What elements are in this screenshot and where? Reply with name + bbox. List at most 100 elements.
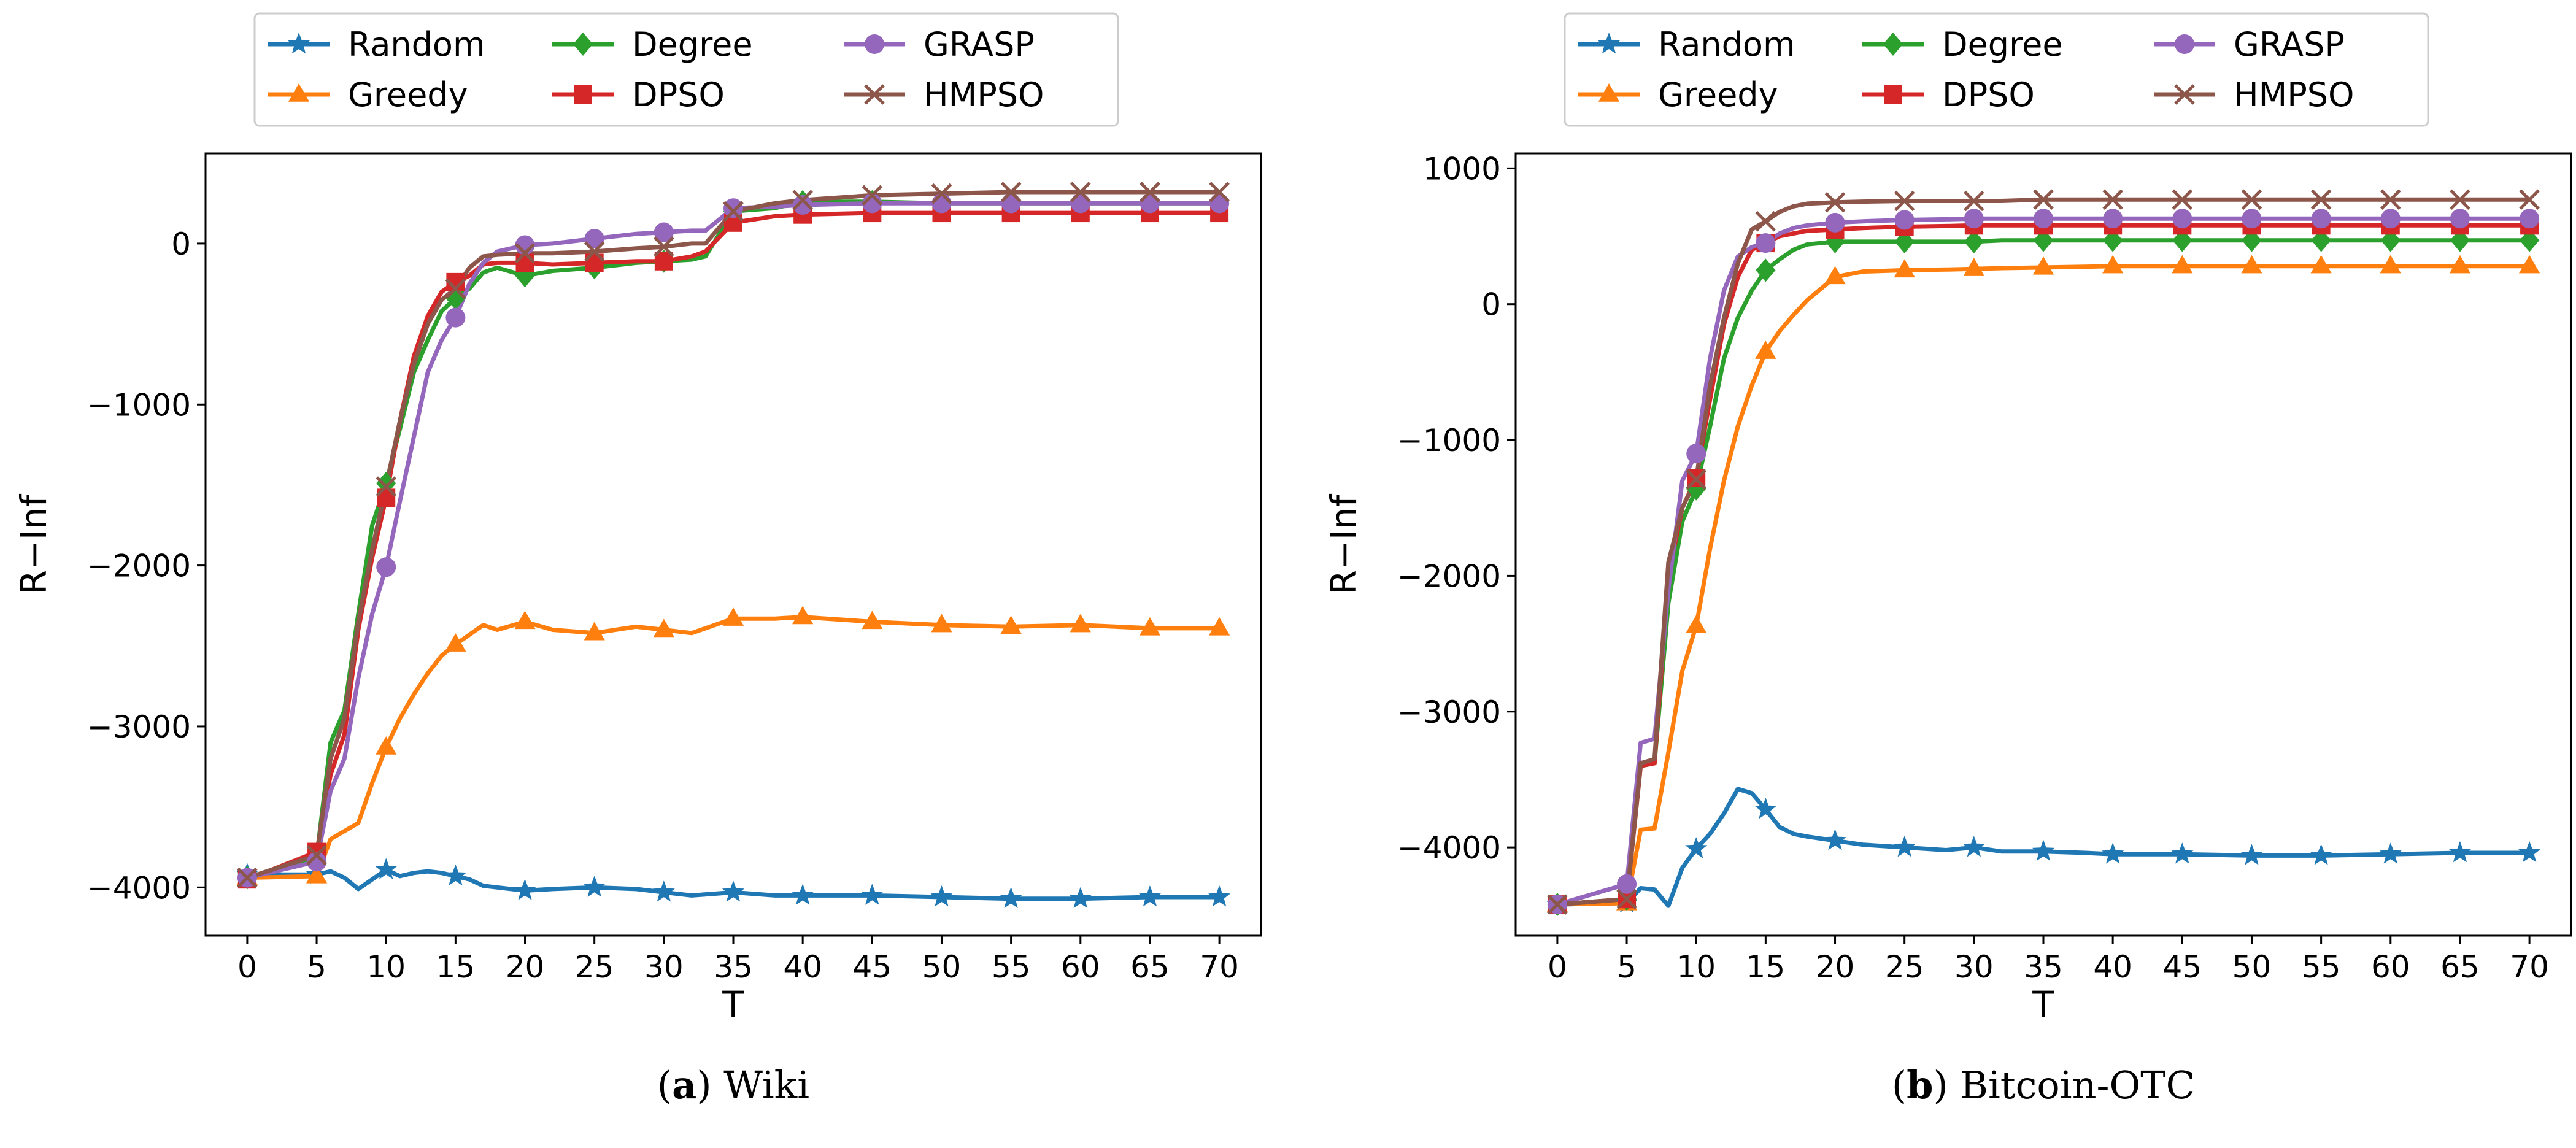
data-point-greedy [2241,255,2262,274]
series-line-greedy [247,615,1220,880]
x-tick-label: 60 [2371,949,2410,985]
x-tick-label: 45 [2163,949,2202,985]
data-point-random [2102,842,2124,864]
series-line-random [247,867,1220,901]
data-point-grasp [793,195,813,215]
x-tick-label: 15 [1746,949,1786,985]
data-point-random [1000,887,1022,908]
x-tick-label: 40 [2093,949,2132,985]
data-point-greedy [445,633,466,652]
x-tick-label: 70 [2510,949,2549,985]
data-point-random [375,858,398,879]
series-line-grasp [247,201,1220,880]
legend-label: Random [1658,25,1795,64]
data-point-greedy [722,607,744,626]
legend-item-grasp: GRASP [2154,25,2345,64]
y-tick-label: −3000 [1397,695,1501,730]
data-point-random [1962,836,1985,857]
x-tick-label: 5 [307,949,326,985]
data-point-hmpso [306,845,327,866]
data-point-greedy [2380,255,2401,274]
series-line-dpso [246,210,1220,882]
data-point-random [2310,844,2332,865]
data-point-dpso [515,253,534,272]
x-axis-label: T [2032,984,2054,1025]
data-point-hmpso [584,241,605,262]
data-point-greedy [584,622,605,641]
legend-item-greedy: Greedy [268,75,468,114]
data-point-hmpso [862,185,883,206]
series-line-random [1557,787,2530,908]
legend-marker [865,34,884,54]
data-point-hmpso [654,236,674,257]
data-point-random [583,876,606,897]
data-point-grasp [2242,209,2262,229]
y-tick-label: 1000 [1423,151,1501,187]
data-point-hmpso [2172,189,2193,210]
data-point-hmpso [514,242,536,264]
data-point-grasp [1209,193,1230,214]
data-point-greedy [376,736,397,755]
x-tick-label: 15 [436,949,476,985]
data-point-greedy [931,614,952,633]
y-tick-label: 0 [1481,287,1501,323]
y-tick-label: −2000 [87,549,191,584]
data-point-random [1824,829,1846,850]
legend-marker [287,33,310,54]
x-tick-label: 45 [853,949,892,985]
data-point-random [652,880,675,902]
data-point-grasp [2034,209,2053,229]
legend-label: HMPSO [924,75,1044,114]
data-point-random [2240,844,2263,865]
y-tick-label: −2000 [1397,558,1501,594]
legend-label: Degree [632,25,753,64]
y-tick-label: 0 [171,226,191,262]
x-tick-label: 65 [2440,949,2480,985]
data-point-greedy [1070,614,1091,633]
data-point-degree [1756,258,1776,282]
legend-item-dpso: DPSO [1862,75,2035,114]
data-point-hmpso [2102,189,2123,210]
data-point-greedy [792,606,814,625]
series-group [1546,189,2541,917]
data-point-grasp [445,307,466,328]
data-point-grasp [2380,209,2401,229]
figure-caption: (b) Bitcoin-OTC [1892,1063,2195,1108]
legend-label: Random [348,25,485,64]
data-point-hmpso [1686,469,1706,490]
data-point-greedy [862,611,883,630]
legend-marker [2174,84,2195,105]
data-point-grasp [1001,193,1021,214]
legend-item-hmpso: HMPSO [2154,75,2354,114]
data-point-hmpso [792,190,813,210]
data-point-greedy [1000,615,1022,634]
panel-wiki: 0 5 10 15 20 25 30 35 40 45 50 55 60 65 70 −4000 −3000 −2… [13,12,1262,1108]
plot-frame [204,152,1262,937]
legend-label: HMPSO [2234,75,2354,114]
legend-item-random: Random [268,25,485,64]
legend-item-hmpso: HMPSO [844,75,1044,114]
data-point-grasp [1756,233,1776,253]
data-point-grasp [654,222,674,242]
data-point-hmpso [237,867,258,888]
x-tick-label: 35 [2024,949,2063,985]
data-point-grasp [1140,193,1160,214]
x-tick-label: 60 [1061,949,1100,985]
legend-item-degree: Degree [552,25,753,64]
legend-item-grasp: GRASP [844,25,1035,64]
data-point-hmpso [1070,182,1091,202]
y-tick-label: −4000 [1397,830,1501,866]
x-tick-label: 65 [1130,949,1170,985]
data-point-hmpso [2380,189,2401,210]
data-point-hmpso [1000,182,1022,202]
data-point-random [1069,887,1092,908]
data-point-grasp [1964,209,1984,229]
legend-marker [2175,34,2194,54]
data-point-random [861,884,884,905]
x-tick-label: 20 [506,949,545,985]
legend-label: Greedy [348,75,468,114]
data-point-greedy [2102,255,2124,274]
x-tick-label: 30 [1954,949,1994,985]
legend-marker [1884,85,1902,104]
data-point-random [2032,839,2055,861]
